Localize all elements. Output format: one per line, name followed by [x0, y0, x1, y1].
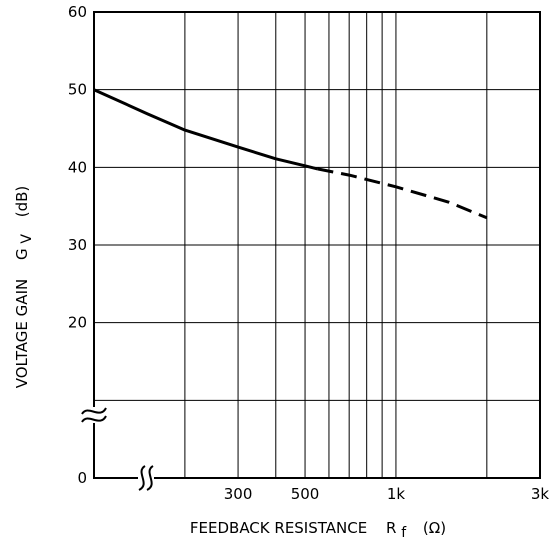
- y-tick-label: 0: [77, 469, 87, 487]
- y-tick-label: 30: [68, 236, 87, 254]
- y-break-squiggle: [81, 415, 107, 423]
- grid: [94, 12, 540, 478]
- y-tick-label: 60: [68, 3, 87, 21]
- x-tick-label: 300: [224, 485, 253, 503]
- plot-frame: [93, 11, 541, 479]
- y-axis-subscript: V: [19, 234, 35, 244]
- x-tick-label: 1k: [387, 485, 406, 503]
- y-axis-title: VOLTAGE GAIN G V (dB): [13, 186, 35, 389]
- y-axis-label: VOLTAGE GAIN: [13, 279, 31, 389]
- x-tick-label: 3k: [531, 485, 550, 503]
- x-tick-label: 500: [291, 485, 320, 503]
- x-axis-label: FEEDBACK RESISTANCE: [190, 519, 367, 537]
- axis-breaks: [81, 407, 154, 491]
- series-line-dashed: [317, 167, 488, 220]
- x-axis-title: FEEDBACK RESISTANCE R f (Ω): [190, 519, 446, 541]
- y-tick-labels: 0 20 30 40 50 60: [68, 3, 87, 487]
- y-axis-unit: (dB): [13, 186, 31, 218]
- x-break-squiggle: [138, 465, 146, 491]
- y-axis-symbol: G: [13, 248, 31, 260]
- y-tick-label: 40: [68, 158, 87, 176]
- y-break-squiggle: [81, 407, 107, 415]
- series-line-solid: [93, 88, 318, 171]
- x-axis-symbol: R: [386, 519, 396, 537]
- y-tick-label: 50: [68, 81, 87, 99]
- x-axis-unit: (Ω): [423, 519, 446, 537]
- x-tick-labels: 300 500 1k 3k: [224, 485, 550, 503]
- x-break-squiggle: [146, 465, 154, 491]
- series-group: [93, 88, 488, 220]
- x-axis-subscript: f: [401, 525, 407, 541]
- y-tick-label: 20: [68, 314, 87, 332]
